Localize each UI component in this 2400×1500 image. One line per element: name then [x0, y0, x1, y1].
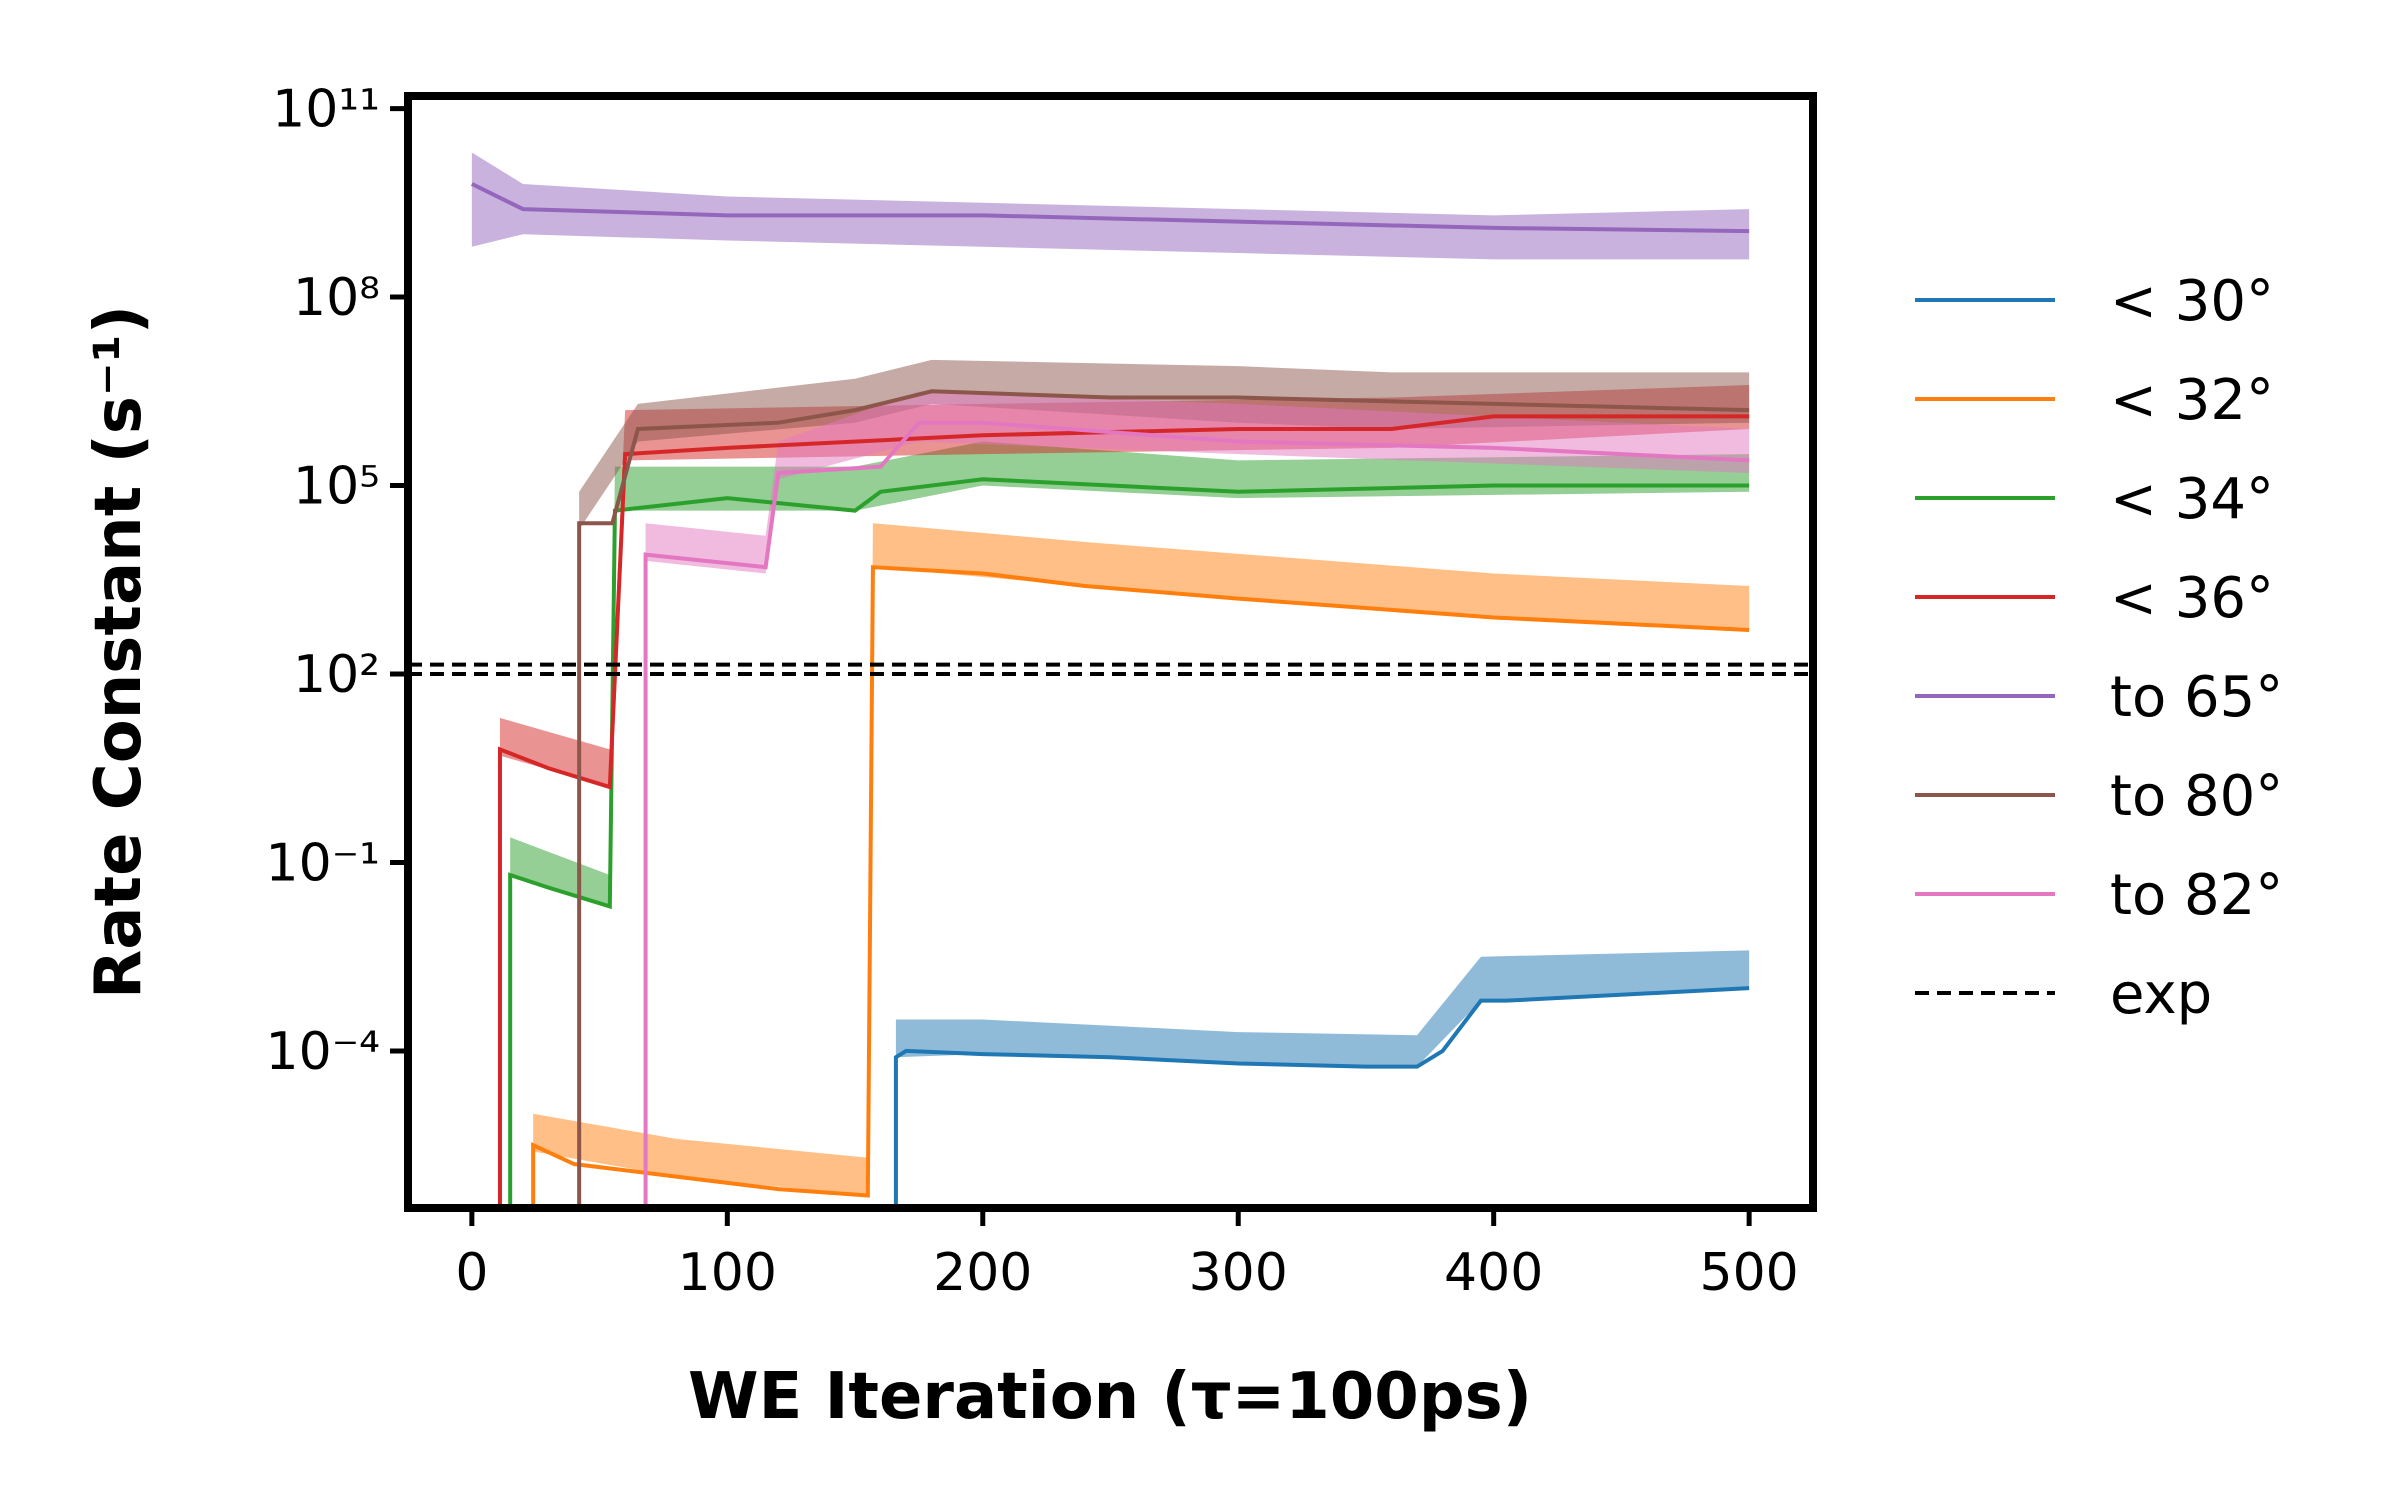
x-tick-label-100: 100: [678, 1243, 777, 1303]
legend-label-7: exp: [2110, 962, 2212, 1027]
y-axis-title: Rate Constant (s⁻¹): [82, 305, 156, 999]
x-tick-label-300: 300: [1189, 1243, 1288, 1303]
series-1-band: [533, 523, 1750, 1196]
legend-label-1: < 32°: [2110, 368, 2274, 433]
legend-label-0: < 30°: [2110, 269, 2274, 334]
series-4-line: [470, 182, 1750, 234]
y-tick-label-1: 10⁻¹: [266, 833, 380, 893]
y-tick-label-5: 10¹¹: [272, 80, 380, 140]
y-tick-label-4: 10⁸: [293, 268, 380, 328]
series-5-line: [577, 389, 1750, 1208]
series-4-band: [471, 152, 1750, 260]
legend: < 30° < 32° < 34° < 36° to 65° to 80° to 82° ex…: [1915, 269, 2283, 1027]
x-axis-title: WE Iteration (τ=100ps): [688, 1360, 1532, 1434]
series-3-line: [497, 414, 1750, 1208]
y-tick-label-2: 10²: [293, 645, 380, 705]
series-2-line: [508, 477, 1750, 1208]
x-tick-label-0: 0: [455, 1243, 488, 1303]
legend-label-5: to 80°: [2110, 764, 2283, 829]
legend-label-4: to 65°: [2110, 665, 2283, 730]
y-tick-label-3: 10⁵: [293, 457, 380, 517]
series-0-band: [895, 950, 1750, 1067]
x-tick-label-200: 200: [933, 1243, 1032, 1303]
legend-label-6: to 82°: [2110, 863, 2283, 928]
legend-label-2: < 34°: [2110, 467, 2274, 532]
series-1-line: [531, 565, 1750, 1208]
legend-label-3: < 36°: [2110, 566, 2274, 631]
series-6-line: [643, 420, 1750, 1208]
axis-ticks: 0 100 200 300 400 500 10⁻⁴ 10⁻¹ 10² 10⁵ 10⁸ 10¹¹: [266, 80, 1799, 1303]
series-0-line: [893, 986, 1750, 1208]
x-tick-label-500: 500: [1700, 1243, 1799, 1303]
x-tick-label-400: 400: [1444, 1243, 1543, 1303]
plot-frame: [404, 92, 1817, 1212]
y-tick-label-0: 10⁻⁴: [266, 1022, 380, 1082]
series-lines: [408, 182, 1813, 1208]
series-2-band: [510, 441, 1750, 907]
